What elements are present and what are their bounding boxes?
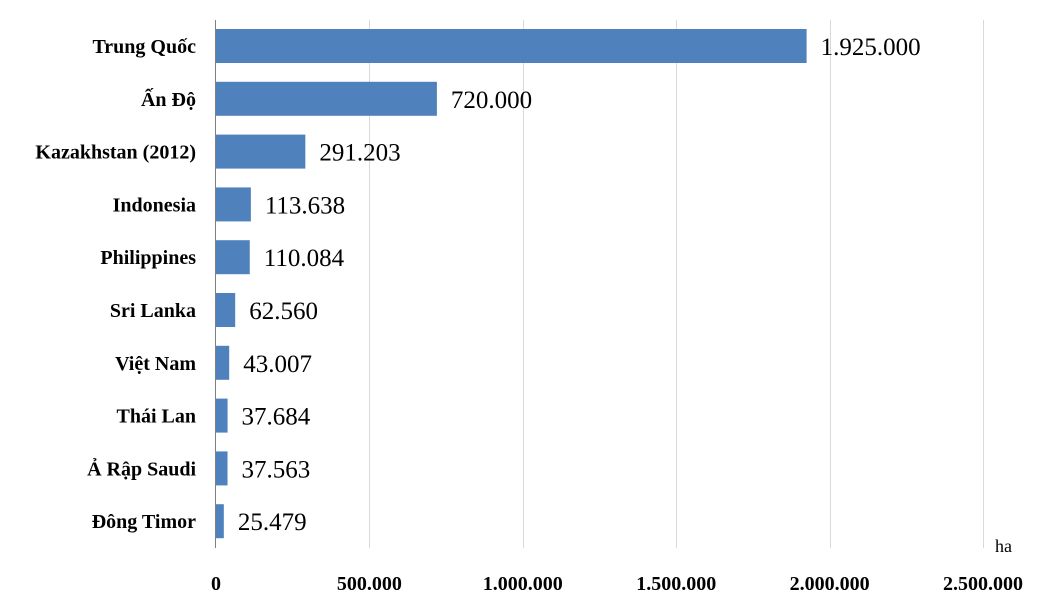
bar [216,398,228,433]
data-label: 37.563 [242,456,311,483]
bar [216,187,251,222]
category-label: Ấn Độ [141,87,196,111]
bar [216,451,228,486]
category-label: Trung Quốc [92,36,196,58]
x-tick-label: 0 [211,573,221,595]
category-label: Sri Lanka [110,300,196,322]
data-label: 37.684 [242,404,311,431]
gridlines [369,20,984,548]
x-tick-label: 1.500.000 [636,573,716,595]
bar [216,345,230,380]
bar [216,134,306,169]
category-label: Philippines [100,247,196,269]
category-label: Đông Timor [92,511,196,533]
data-label: 62.560 [249,298,318,325]
category-label: Thái Lan [117,406,196,428]
x-tick-label: 1.000.000 [483,573,563,595]
category-label: Indonesia [113,194,196,216]
data-label: 1.925.000 [821,34,921,61]
category-labels: Trung Quốc Ấn Độ Kazakhstan (2012) Indonesi… [35,36,196,533]
bar [216,29,807,63]
bars [216,29,807,539]
bar [216,81,437,116]
data-label: 43.007 [243,351,312,378]
bar [216,293,236,327]
data-label: 720.000 [451,87,532,114]
data-labels: 1.925.000 720.000 291.203 113.638 110.084 62.… [238,34,921,536]
category-label: Ả Rập Saudi [87,457,196,480]
bar [216,240,250,275]
x-axis-unit-label: ha [995,536,1012,556]
x-tick-label: 2.500.000 [943,573,1023,595]
x-tick-label: 2.000.000 [790,573,870,595]
data-label: 291.203 [319,140,400,167]
category-label: Kazakhstan (2012) [35,142,196,164]
bar [216,504,224,539]
data-label: 113.638 [265,192,345,219]
x-tick-label: 500.000 [337,573,402,595]
category-label: Việt Nam [115,353,196,375]
data-label: 25.479 [238,509,307,536]
data-label: 110.084 [264,245,345,272]
x-tick-labels: 0 500.000 1.000.000 1.500.000 2.000.000 2.500… [211,573,1023,595]
